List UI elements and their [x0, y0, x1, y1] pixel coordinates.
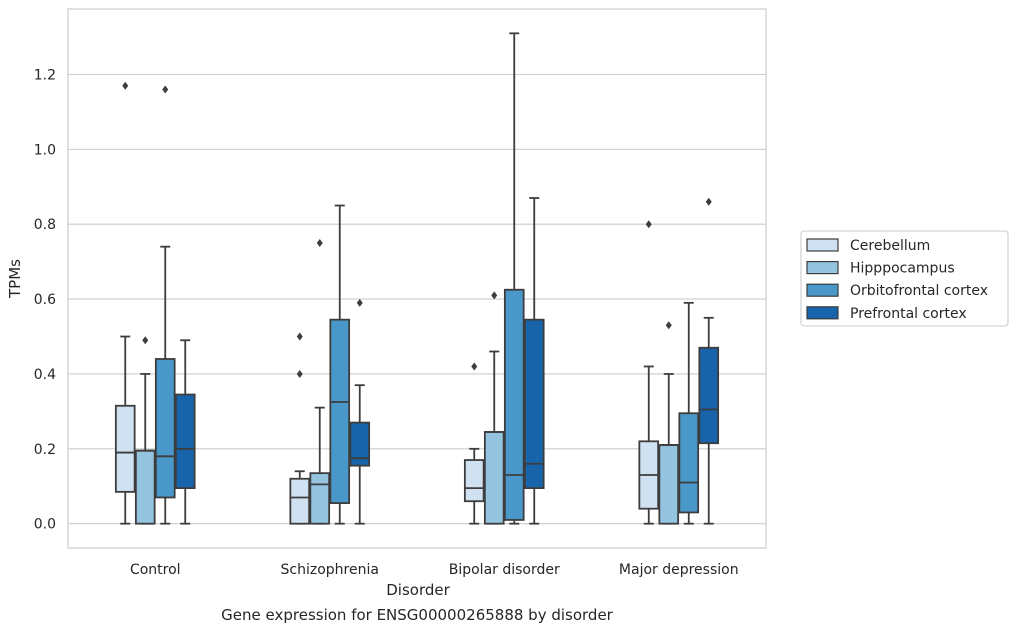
- legend-frame: [800, 230, 1009, 327]
- legend-label: Cerebellum: [850, 238, 930, 254]
- y-axis-ticks: 0.0 0.2 0.4 0.6 0.8 1.0 1.2: [34, 68, 56, 533]
- outlier-point: [316, 238, 323, 247]
- outlier-point: [471, 362, 478, 371]
- box-orbitofrontal-cortex: [678, 301, 700, 525]
- box-orbitofrontal-cortex: [154, 85, 176, 525]
- box-body: [134, 449, 156, 525]
- x-tick-label: Bipolar disorder: [449, 562, 560, 578]
- box-body: [698, 346, 720, 445]
- box-cerebellum: [114, 81, 136, 525]
- legend-swatch: [806, 283, 839, 297]
- box-hipppocampus: [134, 336, 156, 525]
- box-body: [329, 318, 351, 504]
- box-prefrontal-cortex: [523, 197, 545, 525]
- outlier-point: [645, 220, 652, 229]
- x-tick-label: Control: [130, 562, 181, 578]
- y-tick-label: 1.0: [34, 142, 56, 158]
- box-body: [174, 393, 196, 490]
- box-body: [658, 444, 680, 525]
- outlier-point: [356, 298, 363, 307]
- box-body: [114, 404, 136, 493]
- legend-swatch: [806, 306, 839, 320]
- plot-area: [114, 32, 720, 525]
- box-body: [349, 421, 371, 467]
- box-body: [523, 318, 545, 490]
- box-body: [154, 358, 176, 499]
- legend-label: Prefrontal cortex: [850, 306, 967, 322]
- legend-label: Hipppocampus: [850, 261, 955, 277]
- y-tick-label: 0.2: [34, 442, 56, 458]
- box-cerebellum: [463, 362, 485, 525]
- y-tick-label: 0.4: [34, 367, 56, 383]
- outlier-point: [665, 321, 672, 330]
- y-tick-label: 1.2: [34, 68, 56, 84]
- legend-swatch: [806, 238, 839, 252]
- box-hipppocampus: [309, 238, 331, 525]
- box-prefrontal-cortex: [698, 197, 720, 525]
- x-axis-ticks: Control Schizophrenia Bipolar disorder Majo…: [130, 562, 739, 578]
- box-orbitofrontal-cortex: [503, 32, 525, 525]
- legend: Cerebellum Hipppocampus Orbitofrontal cort…: [800, 230, 1009, 327]
- box-body: [678, 412, 700, 514]
- box-prefrontal-cortex: [174, 339, 196, 525]
- box-cerebellum: [638, 220, 660, 525]
- y-tick-label: 0.0: [34, 517, 56, 533]
- y-axis-label: TPMs: [6, 259, 24, 299]
- box-body: [309, 472, 331, 525]
- box-cerebellum: [289, 332, 311, 525]
- box-body: [289, 477, 311, 525]
- box-body: [483, 431, 505, 525]
- outlier-point: [122, 81, 129, 90]
- figure-caption: Gene expression for ENSG00000265888 by d…: [221, 606, 613, 624]
- plot-frame: [67, 8, 767, 549]
- box-hipppocampus: [658, 321, 680, 525]
- x-tick-label: Major depression: [619, 562, 739, 578]
- x-axis-label: Disorder: [386, 581, 450, 599]
- outlier-point: [162, 85, 169, 94]
- box-body: [503, 288, 525, 521]
- x-tick-label: Schizophrenia: [281, 562, 379, 578]
- outlier-point: [142, 336, 149, 345]
- legend-label: Orbitofrontal cortex: [850, 283, 988, 299]
- legend-swatch: [806, 261, 839, 275]
- outlier-point: [705, 197, 712, 206]
- outlier-point: [491, 291, 498, 300]
- outlier-point: [296, 369, 303, 378]
- y-tick-label: 0.6: [34, 292, 56, 308]
- outlier-point: [296, 332, 303, 341]
- box-orbitofrontal-cortex: [329, 204, 351, 525]
- box-hipppocampus: [483, 291, 505, 525]
- box-body: [463, 459, 485, 503]
- box-prefrontal-cortex: [349, 298, 371, 525]
- y-tick-label: 0.8: [34, 217, 56, 233]
